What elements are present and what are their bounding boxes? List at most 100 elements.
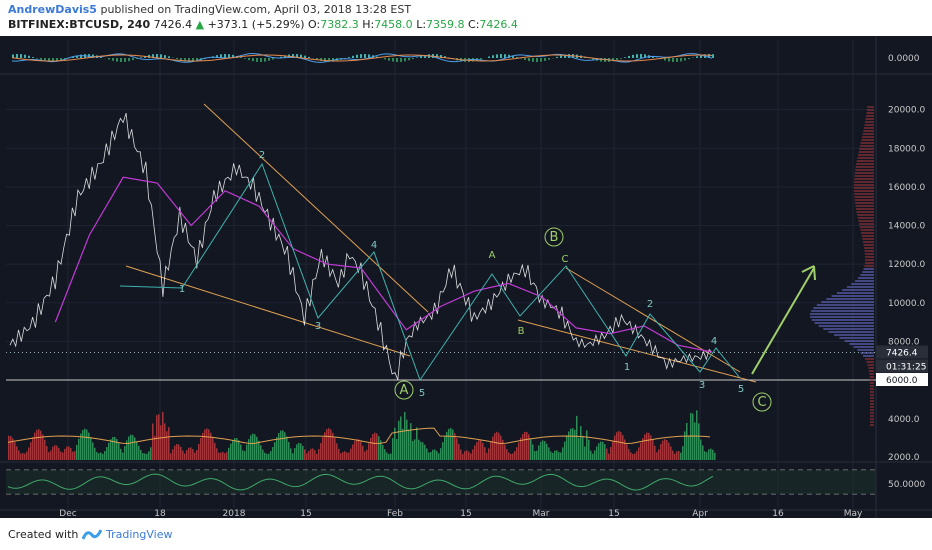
osc-bar	[296, 54, 298, 58]
chart-area[interactable]: Dec 18 2018 15 Feb 15 Mar 15 Apr 16 May 20000.0 1800…	[0, 36, 932, 518]
volume-bar	[664, 439, 666, 460]
volume-bar	[646, 432, 648, 460]
volume-bar	[490, 442, 492, 460]
volume-bar	[374, 432, 376, 460]
volume-profile-bar	[861, 232, 874, 234]
volume-bar	[626, 444, 628, 460]
trend-line	[125, 265, 411, 357]
volume-profile-bar	[844, 340, 874, 342]
osc-bar	[440, 55, 442, 58]
osc-bar	[540, 58, 542, 62]
support-level-badge: 6000.0	[886, 376, 918, 386]
volume-bar	[112, 437, 114, 460]
volume-bar	[88, 432, 90, 460]
volume-bar	[188, 447, 190, 460]
osc-bar	[684, 58, 686, 61]
volume-bar	[266, 453, 268, 460]
volume-profile-bar	[861, 235, 874, 237]
price-chart[interactable]: Dec 18 2018 15 Feb 15 Mar 15 Apr 16 May20000.01800…	[0, 36, 932, 518]
osc-bar	[308, 56, 310, 58]
volume-bar	[198, 443, 200, 460]
osc-bar	[612, 58, 614, 62]
osc-bar	[228, 54, 230, 58]
volume-bar	[472, 449, 474, 460]
volume-bar	[410, 423, 412, 460]
volume-bar	[458, 443, 460, 460]
volume-bar	[70, 447, 72, 460]
x-tick-label: Feb	[387, 509, 403, 518]
osc-bar	[520, 58, 522, 59]
wave-label: B	[550, 230, 559, 245]
volume-bar	[468, 451, 470, 460]
high-value: 7458.0	[374, 18, 413, 31]
author-link[interactable]: AndrewDavis5	[8, 3, 97, 16]
close-label: C:	[468, 18, 480, 31]
wave-label: 4	[371, 240, 377, 251]
volume-bar	[96, 452, 98, 460]
volume-bar	[610, 447, 612, 460]
volume-bar	[486, 453, 488, 460]
volume-bar	[110, 439, 112, 460]
volume-bar	[130, 434, 132, 460]
volume-profile-bar	[831, 295, 874, 297]
volume-bar	[268, 453, 270, 460]
volume-bar	[358, 439, 360, 460]
volume-bar	[206, 428, 208, 460]
volume-bar	[104, 451, 106, 460]
volume-profile-bar	[863, 268, 874, 270]
volume-bar	[14, 442, 16, 460]
volume-profile-bar	[854, 175, 874, 177]
volume-bar	[542, 440, 544, 460]
volume-bar	[644, 434, 646, 460]
volume-profile-bar	[869, 412, 874, 414]
volume-profile-bar	[862, 136, 874, 138]
volume-profile-bar	[858, 220, 874, 222]
volume-bar	[432, 449, 434, 460]
tradingview-brand[interactable]: TradingView	[106, 528, 173, 541]
volume-bar	[712, 449, 714, 460]
volume-bar	[480, 440, 482, 460]
volume-bar	[300, 443, 302, 460]
volume-bar	[682, 446, 684, 460]
osc-bar	[324, 58, 326, 62]
volume-profile-bar	[869, 391, 874, 393]
elliott-wave-path	[119, 162, 421, 381]
volume-profile-bar	[816, 304, 874, 306]
volume-bar	[22, 453, 24, 460]
volume-bar	[156, 415, 158, 460]
osc-bar	[544, 58, 546, 61]
volume-bar	[588, 439, 590, 460]
volume-bar	[406, 419, 408, 460]
volume-bar	[138, 445, 140, 460]
volume-bar	[420, 441, 422, 460]
volume-profile-bar	[869, 388, 874, 390]
volume-bar	[56, 445, 58, 460]
volume-bar	[228, 447, 230, 460]
osc-bar	[600, 58, 602, 62]
volume-bar	[314, 450, 316, 460]
osc-bar	[316, 58, 318, 60]
volume-bar	[462, 453, 464, 460]
current-price-badge-bg	[876, 345, 928, 359]
volume-bar	[672, 450, 674, 460]
osc-bar	[140, 57, 142, 58]
volume-bar	[24, 453, 26, 460]
osc-bar	[492, 55, 494, 58]
volume-bar	[540, 441, 542, 460]
volume-bar	[176, 444, 178, 460]
volume-profile-bar	[842, 289, 874, 291]
volume-profile-bar	[863, 241, 874, 243]
wave-label: 1	[179, 284, 185, 295]
volume-bar	[62, 452, 64, 460]
volume-bar	[404, 411, 406, 460]
volume-bar	[274, 442, 276, 460]
volume-profile-bar	[854, 181, 874, 183]
volume-bar	[224, 453, 226, 460]
wave-circle	[752, 392, 772, 412]
volume-profile-bar	[860, 229, 874, 231]
osc-bar	[352, 55, 354, 58]
volume-bar	[328, 428, 330, 460]
volume-bar	[642, 438, 644, 460]
volume-profile-bar	[854, 193, 874, 195]
osc-bar	[280, 56, 282, 58]
